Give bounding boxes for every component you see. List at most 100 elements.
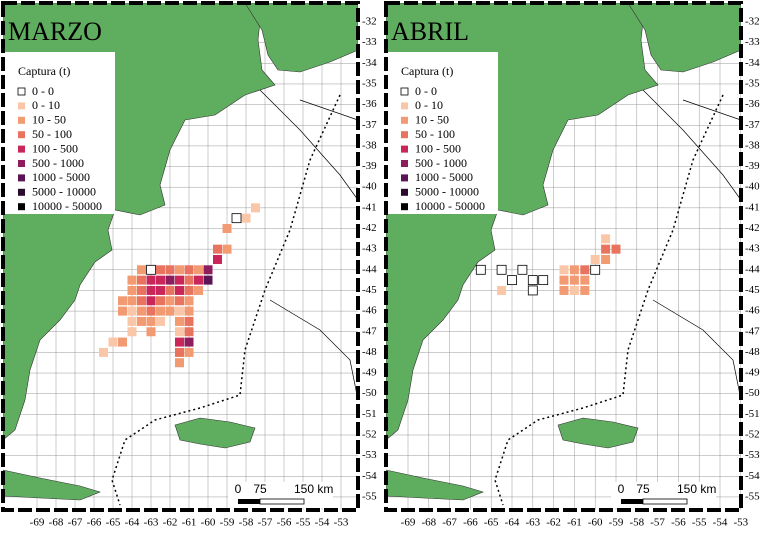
y-tick-label: -54: [745, 470, 760, 482]
scale-label: 150 km: [677, 482, 716, 496]
x-tick-label: -63: [144, 517, 159, 529]
catch-cell: [175, 316, 184, 326]
legend-label: 5000 - 10000: [32, 185, 96, 199]
catch-cell: [175, 358, 184, 368]
legend-swatch: [401, 131, 408, 139]
catch-cell: [175, 265, 184, 275]
catch-cell: [156, 316, 165, 326]
y-tick-label: -55: [362, 490, 377, 502]
catch-cell: [175, 327, 184, 337]
catch-cell: [175, 347, 184, 357]
catch-cell: [580, 285, 590, 295]
x-tick-label: -60: [201, 517, 216, 529]
catch-cell: [137, 306, 146, 316]
catch-cell: [184, 316, 194, 326]
y-tick-label: -46: [745, 305, 760, 317]
legend-swatch: [18, 174, 25, 182]
y-tick-label: -51: [362, 408, 377, 420]
catch-cell: [137, 265, 146, 275]
y-tick-label: -41: [362, 201, 377, 213]
catch-cell: [601, 244, 611, 254]
legend-swatch: [18, 145, 25, 153]
x-tick-label: -59: [609, 517, 624, 529]
x-tick-label: -56: [671, 517, 686, 529]
catch-cell: [156, 296, 165, 306]
catch-cell: [175, 285, 184, 295]
x-tick-label: -57: [650, 517, 665, 529]
y-tick-label: -37: [745, 119, 760, 131]
catch-cell: [184, 327, 194, 337]
y-tick-label: -53: [362, 449, 377, 461]
legend-swatch: [401, 102, 408, 110]
catch-cell: [194, 275, 203, 285]
x-tick-label: -64: [125, 517, 140, 529]
catch-cell: [146, 275, 156, 285]
y-tick-label: -44: [362, 263, 377, 275]
x-tick-label: -62: [163, 517, 178, 529]
y-tick-label: -34: [362, 57, 377, 69]
catch-cell: [251, 203, 260, 213]
x-tick-label: -65: [106, 517, 121, 529]
catch-cell: [601, 234, 611, 244]
x-tick-label: -58: [239, 517, 254, 529]
legend-swatch: [18, 102, 25, 110]
y-tick-label: -54: [362, 470, 377, 482]
x-tick-label: -66: [463, 517, 478, 529]
y-tick-label: -35: [362, 77, 377, 89]
catch-cell: [118, 337, 127, 347]
catch-cell: [496, 264, 507, 275]
y-tick-label: -36: [745, 98, 760, 110]
legend-swatch: [401, 145, 408, 153]
catch-cell: [569, 275, 579, 285]
legend-swatch: [18, 188, 25, 196]
y-tick-label: -38: [362, 139, 377, 151]
catch-cell: [127, 306, 137, 316]
y-tick-label: -49: [362, 367, 377, 379]
legend-label: 0 - 0: [32, 84, 54, 98]
legend-label: 0 - 0: [415, 84, 437, 98]
catch-cell: [527, 285, 538, 296]
catch-cell: [569, 265, 579, 275]
y-tick-label: -53: [745, 449, 760, 461]
x-tick-label: -62: [546, 517, 561, 529]
catch-cell: [559, 285, 569, 295]
catch-cell: [213, 244, 222, 254]
catch-cell: [527, 275, 538, 286]
catch-cell: [156, 285, 165, 295]
x-tick-label: -65: [484, 517, 499, 529]
catch-cell: [137, 275, 146, 285]
x-tick-label: -67: [442, 517, 457, 529]
y-tick-label: -50: [745, 387, 760, 399]
x-tick-label: -69: [30, 517, 45, 529]
legend-swatch: [401, 116, 408, 124]
legend-label: 500 - 1000: [32, 156, 84, 170]
catch-cell: [118, 296, 127, 306]
y-tick-label: -48: [745, 346, 760, 358]
catch-cell: [165, 265, 175, 275]
scale-label: 75: [253, 482, 267, 496]
x-tick-label: -60: [588, 517, 603, 529]
catch-cell: [194, 285, 203, 295]
x-tick-label: -61: [182, 517, 197, 529]
catch-cell: [165, 306, 175, 316]
catch-cell: [559, 265, 569, 275]
legend-swatch: [401, 160, 408, 167]
legend-label: 10000 - 50000: [32, 199, 102, 213]
scale-label: 0: [618, 482, 625, 496]
y-tick-label: -45: [362, 284, 377, 296]
catch-cell: [108, 337, 118, 347]
catch-cell: [127, 275, 137, 285]
y-tick-label: -32: [362, 16, 377, 28]
x-tick-label: -56: [277, 517, 292, 529]
y-tick-label: -48: [362, 346, 377, 358]
legend-label: 5000 - 10000: [415, 185, 479, 199]
catch-cell: [517, 264, 528, 275]
catch-cell: [590, 264, 601, 275]
x-tick-label: -69: [401, 517, 416, 529]
scale-label: 150 km: [294, 482, 333, 496]
legend-swatch: [18, 116, 25, 124]
catch-cell: [222, 224, 232, 233]
legend-label: 100 - 500: [415, 141, 461, 155]
